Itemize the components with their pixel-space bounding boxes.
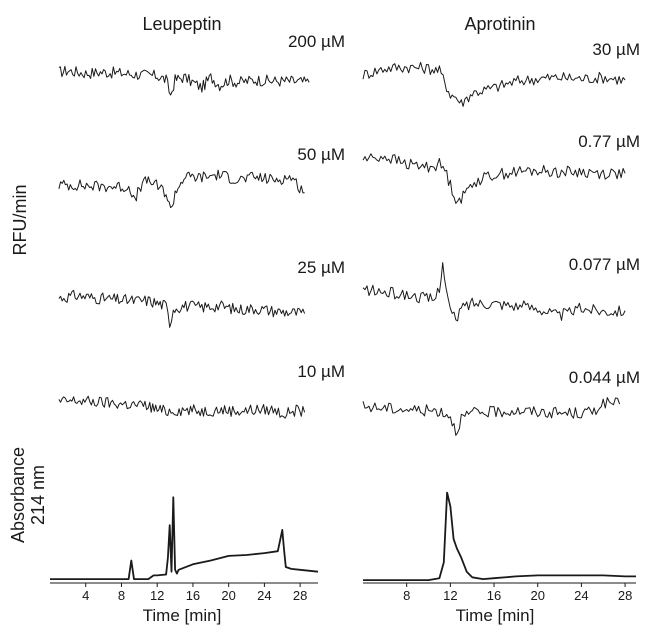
chromatogram-line: [363, 491, 636, 581]
concentration-label: 200 µM: [288, 32, 345, 51]
x-tick-label: 12: [150, 588, 164, 603]
x-tick-label: 12: [443, 588, 457, 603]
concentration-label: 25 µM: [297, 258, 345, 277]
y-axis-label-absorbance: Absorbance: [8, 447, 28, 543]
concentration-label: 50 µM: [297, 145, 345, 164]
concentration-label: 0.77 µM: [578, 132, 640, 151]
x-tick-label: 24: [257, 588, 271, 603]
concentration-label: 0.044 µM: [569, 368, 640, 387]
concentration-label: 30 µM: [592, 40, 640, 59]
chromatogram-line: [50, 496, 319, 580]
x-tick-label: 4: [82, 588, 89, 603]
y-axis-label-wavelength: 214 nm: [28, 465, 48, 525]
x-tick-label: 28: [618, 588, 632, 603]
x-tick-label: 16: [186, 588, 200, 603]
x-tick-label: 8: [403, 588, 410, 603]
x-tick-label: 20: [221, 588, 235, 603]
rfu-trace-line: [362, 262, 626, 322]
x-axis-label-leupeptin: Time [min]: [143, 606, 222, 625]
x-axis-label-aprotinin: Time [min]: [456, 606, 535, 625]
rfu-trace-line: [362, 397, 621, 436]
x-tick-label: 8: [118, 588, 125, 603]
panel-title-leupeptin: Leupeptin: [142, 14, 221, 34]
y-axis-label-rfu: RFU/min: [10, 185, 30, 256]
rfu-trace-line: [362, 153, 626, 204]
rfu-trace-line: [58, 65, 310, 96]
x-tick-label: 20: [530, 588, 544, 603]
x-tick-label: 24: [574, 588, 588, 603]
rfu-trace-line: [58, 395, 306, 419]
concentration-label: 0.077 µM: [569, 255, 640, 274]
rfu-trace-line: [362, 61, 626, 107]
rfu-trace-line: [58, 169, 305, 209]
rfu-trace-line: [58, 289, 306, 328]
concentration-label: 10 µM: [297, 362, 345, 381]
x-tick-label: 16: [487, 588, 501, 603]
x-tick-label: 28: [293, 588, 307, 603]
panel-title-aprotinin: Aprotinin: [464, 14, 535, 34]
